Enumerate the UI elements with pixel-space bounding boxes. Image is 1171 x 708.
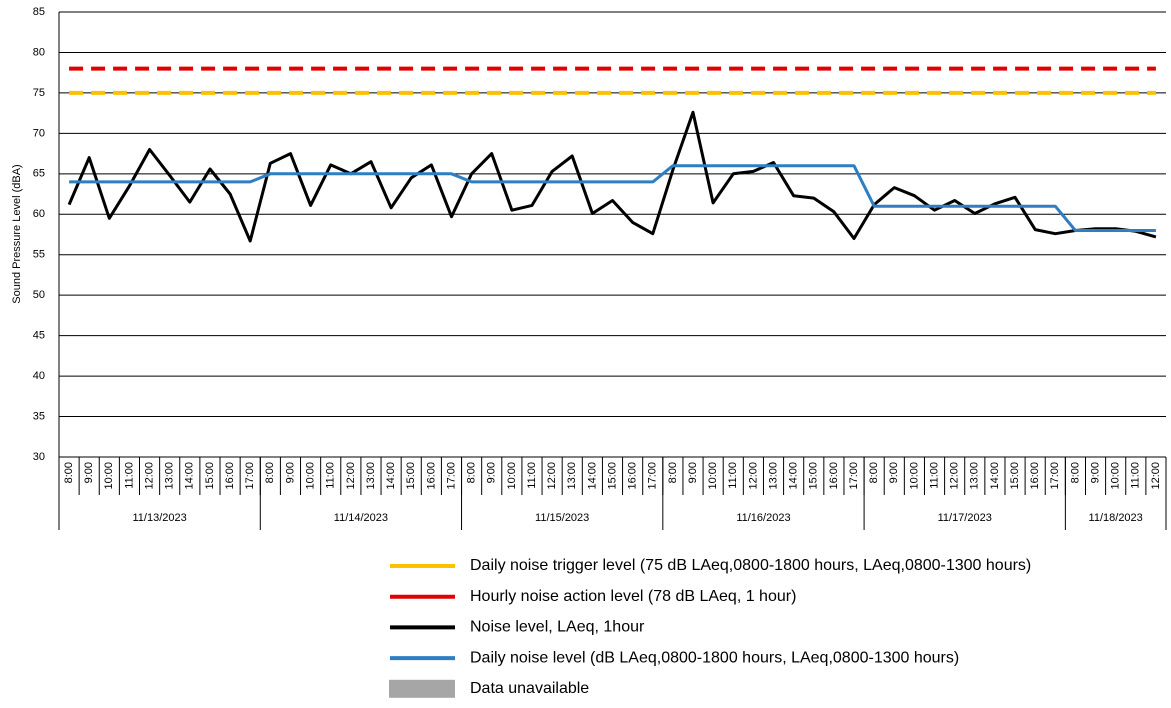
x-tick-label: 9:00 xyxy=(284,462,296,483)
x-tick-label: 12:00 xyxy=(747,462,759,490)
y-tick-label: 65 xyxy=(33,168,45,180)
x-tick-label: 15:00 xyxy=(808,462,820,490)
y-tick-label: 70 xyxy=(33,127,45,139)
x-tick-label: 15:00 xyxy=(606,462,618,490)
x-tick-label: 12:00 xyxy=(1150,462,1162,490)
x-tick-label: 10:00 xyxy=(908,462,920,490)
x-tick-label: 9:00 xyxy=(83,462,95,483)
x-tick-label: 15:00 xyxy=(204,462,216,490)
x-group-label: 11/14/2023 xyxy=(334,512,388,524)
x-tick-label: 13:00 xyxy=(767,462,779,490)
legend-label: Hourly noise action level (78 dB LAeq, 1… xyxy=(470,588,796,605)
x-tick-label: 15:00 xyxy=(405,462,417,490)
x-tick-label: 11:00 xyxy=(526,462,538,489)
x-group-label: 11/13/2023 xyxy=(133,512,187,524)
x-tick-label: 11:00 xyxy=(123,462,135,489)
legend-label: Data unavailable xyxy=(470,680,589,697)
x-tick-label: 17:00 xyxy=(244,462,256,490)
x-tick-label: 12:00 xyxy=(143,462,155,490)
x-tick-label: 17:00 xyxy=(647,462,659,490)
y-tick-label: 85 xyxy=(33,6,45,18)
y-tick-label: 45 xyxy=(33,330,45,342)
x-group-label: 11/18/2023 xyxy=(1089,512,1143,524)
x-tick-label: 10:00 xyxy=(707,462,719,490)
y-tick-label: 50 xyxy=(33,289,45,301)
x-tick-label: 17:00 xyxy=(848,462,860,490)
y-tick-label: 55 xyxy=(33,249,45,261)
y-tick-label: 80 xyxy=(33,46,45,58)
x-tick-label: 11:00 xyxy=(1130,462,1142,489)
x-tick-label: 17:00 xyxy=(445,462,457,490)
x-tick-label: 12:00 xyxy=(345,462,357,490)
x-tick-label: 15:00 xyxy=(1009,462,1021,490)
x-tick-label: 10:00 xyxy=(304,462,316,490)
x-group-label: 11/15/2023 xyxy=(535,512,589,524)
x-tick-label: 10:00 xyxy=(103,462,115,490)
x-tick-label: 16:00 xyxy=(1029,462,1041,490)
x-tick-label: 11:00 xyxy=(325,462,337,489)
series-line xyxy=(67,110,1157,243)
x-group-label: 11/16/2023 xyxy=(736,512,790,524)
x-tick-label: 12:00 xyxy=(949,462,961,490)
x-tick-label: 8:00 xyxy=(1069,462,1081,483)
x-tick-label: 16:00 xyxy=(828,462,840,490)
x-tick-label: 13:00 xyxy=(566,462,578,490)
y-tick-label: 75 xyxy=(33,87,45,99)
x-tick-label: 9:00 xyxy=(687,462,699,483)
x-tick-label: 13:00 xyxy=(164,462,176,490)
y-tick-label: 60 xyxy=(33,208,45,220)
x-tick-label: 17:00 xyxy=(1049,462,1061,490)
x-tick-label: 16:00 xyxy=(627,462,639,490)
x-tick-label: 10:00 xyxy=(506,462,518,490)
x-tick-label: 16:00 xyxy=(425,462,437,490)
x-tick-label: 8:00 xyxy=(868,462,880,483)
legend-label: Noise level, LAeq, 1hour xyxy=(470,619,645,636)
series-line xyxy=(69,164,1156,232)
x-tick-label: 8:00 xyxy=(264,462,276,483)
legend-label: Daily noise level (dB LAeq,0800-1800 hou… xyxy=(470,649,959,666)
y-axis-label: Sound Pressure Level (dBA) xyxy=(11,164,23,303)
x-tick-label: 14:00 xyxy=(586,462,598,490)
x-tick-label: 11:00 xyxy=(727,462,739,489)
x-tick-label: 8:00 xyxy=(466,462,478,483)
x-tick-label: 13:00 xyxy=(969,462,981,490)
y-tick-label: 40 xyxy=(33,370,45,382)
y-tick-label: 30 xyxy=(33,451,45,463)
x-tick-label: 14:00 xyxy=(788,462,800,490)
x-tick-label: 14:00 xyxy=(989,462,1001,490)
x-tick-label: 8:00 xyxy=(667,462,679,483)
x-tick-label: 11:00 xyxy=(928,462,940,489)
x-tick-label: 14:00 xyxy=(184,462,196,490)
x-tick-label: 9:00 xyxy=(486,462,498,483)
x-tick-label: 8:00 xyxy=(63,462,75,483)
legend-label: Daily noise trigger level (75 dB LAeq,08… xyxy=(470,557,1031,574)
legend-swatch xyxy=(389,679,455,698)
x-tick-label: 14:00 xyxy=(385,462,397,490)
x-tick-label: 16:00 xyxy=(224,462,236,490)
x-tick-label: 9:00 xyxy=(1089,462,1101,483)
x-group-label: 11/17/2023 xyxy=(938,512,992,524)
x-tick-label: 13:00 xyxy=(365,462,377,490)
x-tick-label: 10:00 xyxy=(1110,462,1122,490)
x-tick-label: 9:00 xyxy=(888,462,900,483)
x-tick-label: 12:00 xyxy=(546,462,558,490)
y-tick-label: 35 xyxy=(33,410,45,422)
